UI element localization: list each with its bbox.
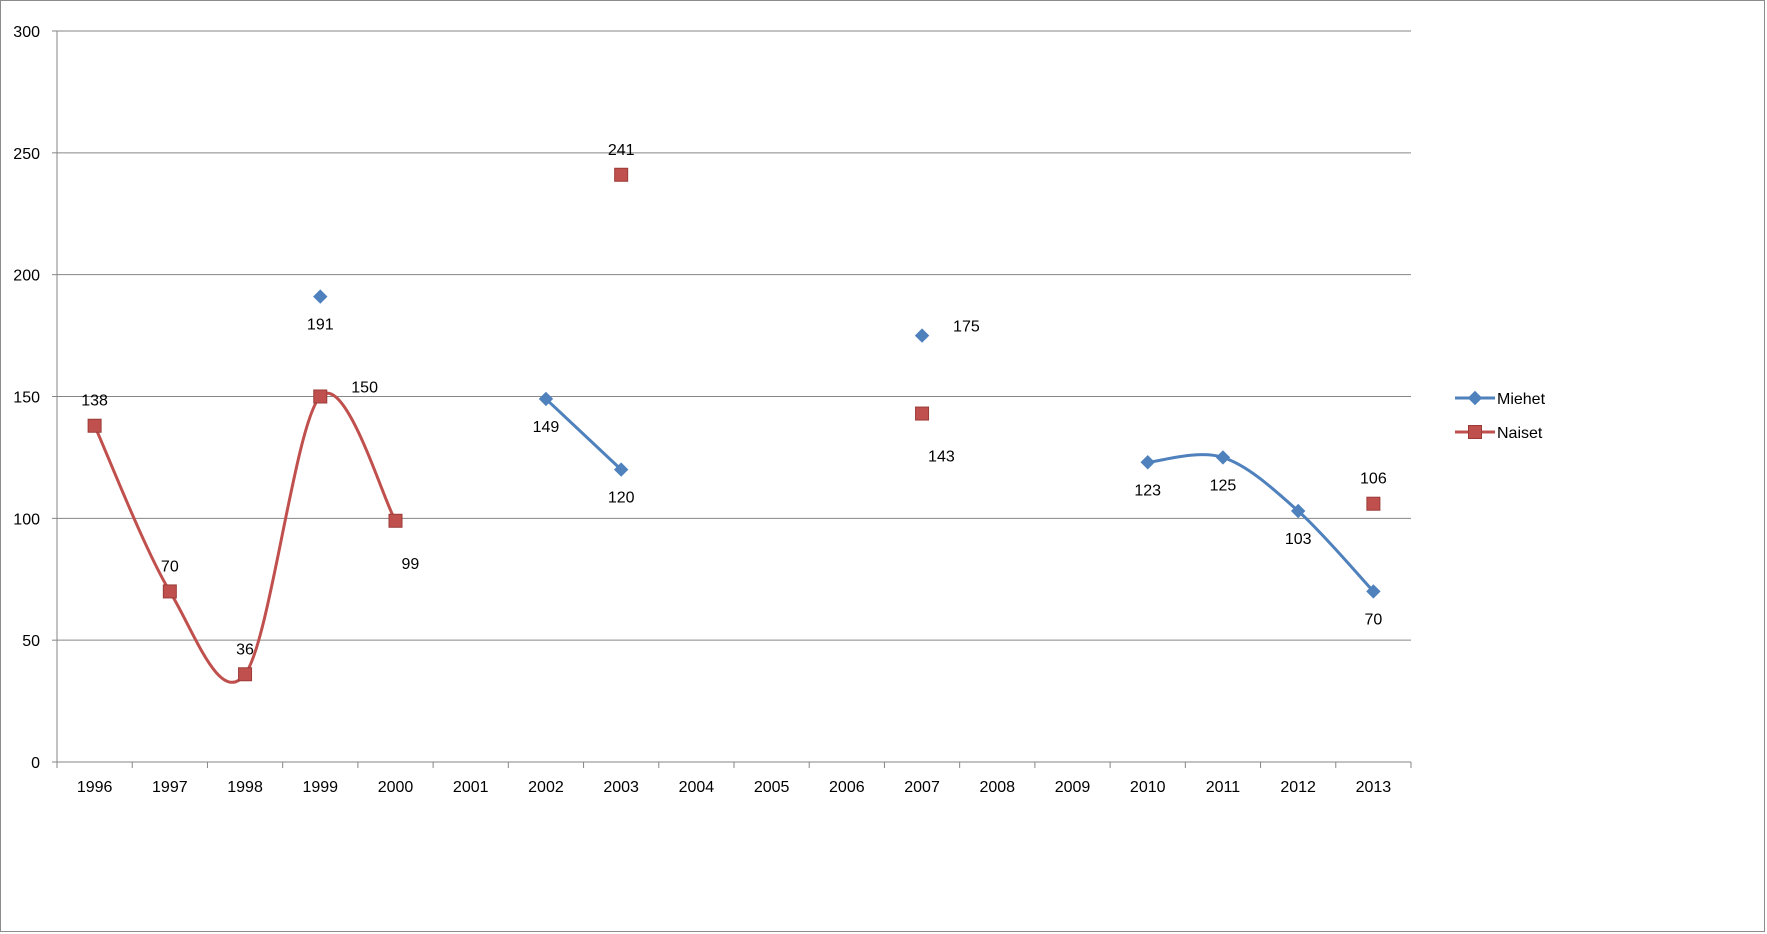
x-tick-label: 2012 <box>1280 779 1316 796</box>
data-label-miehet: 175 <box>953 319 980 336</box>
series-line-miehet <box>544 397 623 471</box>
x-tick-label: 2002 <box>528 779 564 796</box>
data-point-naiset <box>238 667 253 682</box>
legend-label-naiset: Naiset <box>1497 425 1543 442</box>
y-tick-label: 200 <box>13 268 40 285</box>
x-tick-label: 2001 <box>453 779 489 796</box>
data-label-miehet: 125 <box>1210 477 1237 494</box>
y-tick-label: 50 <box>22 633 40 650</box>
y-tick-label: 100 <box>13 511 40 528</box>
x-tick-label: 2013 <box>1356 779 1392 796</box>
data-point-miehet <box>313 289 328 304</box>
y-tick-label: 300 <box>13 24 40 41</box>
data-label-miehet: 120 <box>608 490 635 507</box>
x-tick-label: 2009 <box>1055 779 1091 796</box>
series-line-naiset <box>93 391 397 684</box>
series-plot <box>87 167 1381 684</box>
data-label-naiset: 241 <box>608 142 635 159</box>
data-point-miehet <box>1215 450 1231 465</box>
series-line-miehet <box>1147 453 1375 593</box>
x-tick-label: 2000 <box>378 779 414 796</box>
data-point-naiset <box>614 167 629 182</box>
data-point-miehet <box>538 391 554 407</box>
y-tick-label: 150 <box>13 390 40 407</box>
data-label-naiset: 70 <box>161 558 179 575</box>
data-label-naiset: 106 <box>1360 471 1387 488</box>
data-label-naiset: 99 <box>402 556 420 573</box>
x-tick-label: 1999 <box>302 779 338 796</box>
data-label-naiset: 138 <box>81 393 108 410</box>
x-tick-label: 1998 <box>227 779 263 796</box>
gridlines <box>57 30 1411 641</box>
data-point-naiset <box>1366 496 1381 511</box>
x-tick-label: 2006 <box>829 779 865 796</box>
x-tick-label: 1996 <box>77 779 113 796</box>
data-point-miehet <box>1140 455 1155 470</box>
y-tick-label: 250 <box>13 146 40 163</box>
x-tick-label: 2005 <box>754 779 790 796</box>
data-label-naiset: 143 <box>928 449 955 466</box>
legend: Miehet Naiset <box>1455 390 1546 442</box>
data-point-naiset <box>915 406 930 421</box>
data-label-naiset: 36 <box>236 641 254 658</box>
x-tick-label: 1997 <box>152 779 188 796</box>
x-tick-label: 2008 <box>979 779 1015 796</box>
legend-marker-miehet <box>1467 390 1483 406</box>
data-point-naiset <box>162 584 177 599</box>
data-point-miehet <box>914 328 930 343</box>
data-point-miehet <box>1366 584 1381 599</box>
data-point-naiset <box>313 389 328 404</box>
legend-marker-naiset <box>1468 425 1482 439</box>
data-label-miehet: 70 <box>1364 611 1382 628</box>
data-point-miehet <box>613 462 629 477</box>
x-tick-label: 2011 <box>1206 779 1241 796</box>
data-label-miehet: 191 <box>307 317 334 334</box>
x-tick-label: 2007 <box>904 779 940 796</box>
data-labels: 191 149 120 175 123 125 103 70 138 70 36 150 99 241 14… <box>81 142 1387 659</box>
data-label-naiset: 150 <box>351 380 378 397</box>
data-label-miehet: 123 <box>1134 482 1161 499</box>
data-point-naiset <box>87 418 102 433</box>
y-tick-label: 0 <box>31 755 40 772</box>
axes: 0 50 100 150 200 250 300 1996 1997 1998 1999 2000 20… <box>13 24 1412 796</box>
x-tick-label: 2003 <box>603 779 639 796</box>
data-point-naiset <box>388 513 403 528</box>
legend-label-miehet: Miehet <box>1497 391 1546 408</box>
data-label-miehet: 149 <box>533 419 560 436</box>
x-tick-label: 2010 <box>1130 779 1166 796</box>
data-label-miehet: 103 <box>1285 531 1312 548</box>
data-point-miehet <box>1290 503 1306 519</box>
x-tick-label: 2004 <box>679 779 715 796</box>
